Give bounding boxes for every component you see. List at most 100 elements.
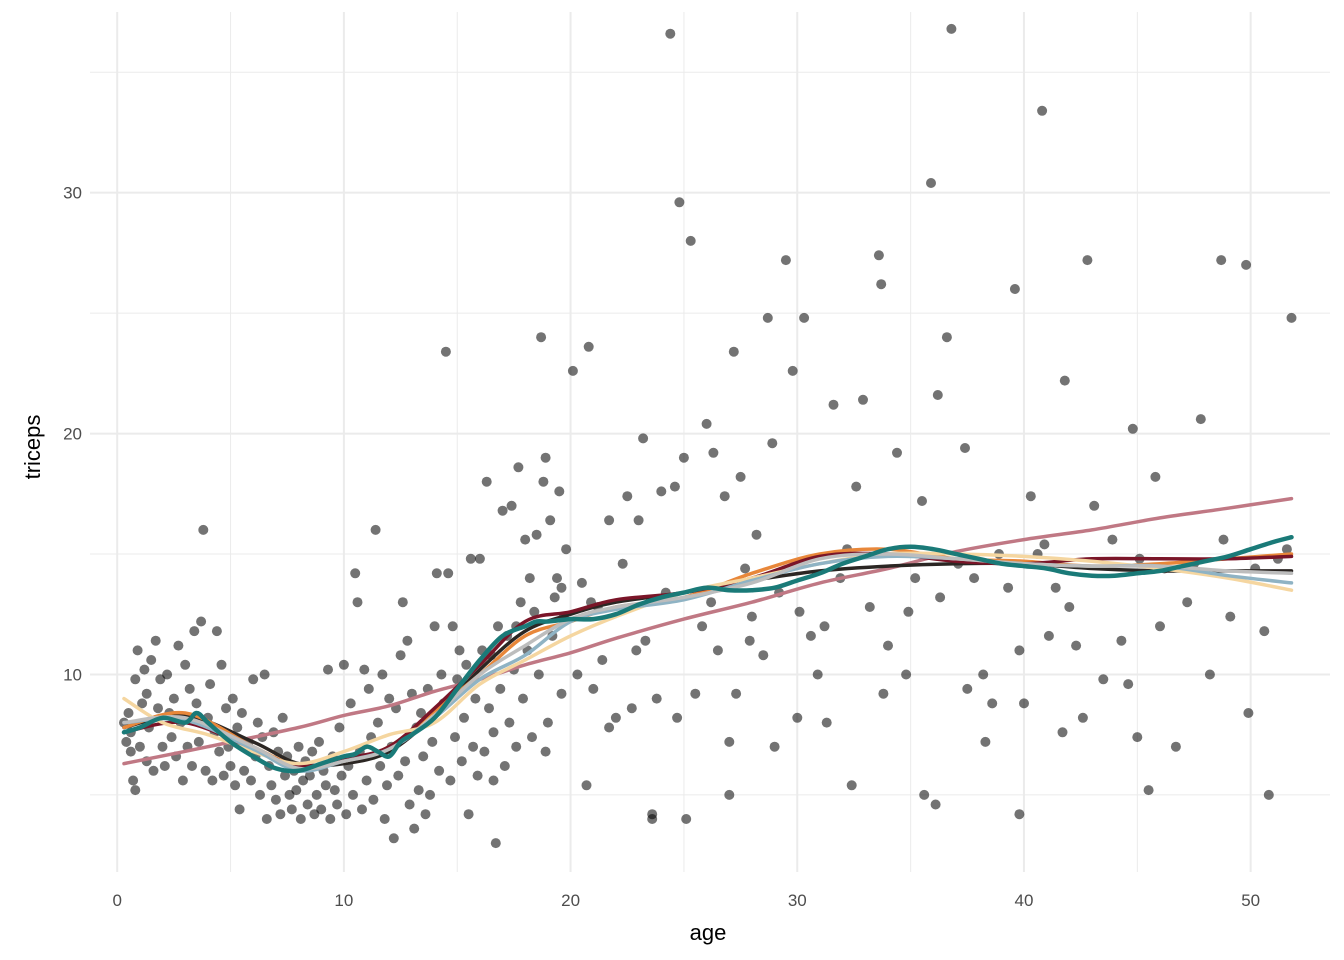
scatter-point xyxy=(746,611,757,622)
x-tick-label: 30 xyxy=(788,891,807,910)
scatter-point xyxy=(307,746,318,757)
scatter-point xyxy=(128,775,139,786)
scatter-point xyxy=(883,640,893,651)
scatter-point xyxy=(678,452,689,463)
scatter-point xyxy=(513,462,524,473)
scatter-point xyxy=(787,365,798,376)
scatter-point xyxy=(436,669,447,680)
scatter-point xyxy=(556,582,567,593)
scatter-point xyxy=(1050,582,1061,593)
scatter-point xyxy=(1216,255,1227,266)
scatter-point xyxy=(187,761,197,771)
scatter-point xyxy=(225,761,236,771)
scatter-point xyxy=(744,635,755,646)
scatter-point xyxy=(1259,626,1270,637)
scatter-point xyxy=(799,312,810,323)
scatter-point xyxy=(332,799,343,810)
scatter-point xyxy=(173,640,184,651)
scatter-point xyxy=(198,524,209,535)
smooth-fit-line xyxy=(122,551,1294,766)
scatter-point xyxy=(456,756,467,767)
scatter-point xyxy=(1014,645,1025,656)
scatter-point xyxy=(604,515,615,526)
scatter-point xyxy=(472,770,483,781)
scatter-point xyxy=(239,765,250,776)
scatter-point xyxy=(443,568,454,579)
scatter-point xyxy=(1155,621,1165,632)
scatter-point xyxy=(728,346,739,357)
x-tick-label: 0 xyxy=(112,891,121,910)
scatter-point xyxy=(434,765,445,776)
scatter-point xyxy=(669,481,680,492)
scatter-point xyxy=(1089,500,1100,511)
scatter-point xyxy=(538,476,549,487)
scatter-point xyxy=(987,698,998,709)
scatter-point xyxy=(1286,312,1297,323)
scatter-point xyxy=(470,693,481,704)
scatter-point xyxy=(708,447,719,458)
scatter-point xyxy=(858,394,868,405)
scatter-point xyxy=(851,481,862,492)
scatter-point xyxy=(266,780,277,791)
scatter-point xyxy=(712,645,723,656)
scatter-point xyxy=(325,814,336,824)
scatter-point xyxy=(1039,539,1050,550)
scatter-point xyxy=(454,645,465,656)
scatter-point xyxy=(1143,785,1154,796)
scatter-point xyxy=(338,659,349,670)
scatter-point xyxy=(177,775,188,786)
fit-lines xyxy=(121,496,1294,774)
scatter-point xyxy=(561,544,572,555)
scatter-point xyxy=(416,708,426,718)
y-tick-label: 20 xyxy=(63,425,82,444)
scatter-point xyxy=(767,438,778,449)
scatter-point xyxy=(917,496,927,506)
scatter-point xyxy=(1077,712,1088,723)
scatter-point xyxy=(375,761,386,771)
scatter-point xyxy=(672,712,683,723)
scatter-point xyxy=(626,703,637,714)
scatter-point xyxy=(236,708,247,718)
scatter-point xyxy=(121,736,132,747)
scatter-point xyxy=(735,471,746,482)
scatter-point xyxy=(493,621,503,632)
x-tick-label: 50 xyxy=(1241,891,1260,910)
scatter-point xyxy=(207,775,218,786)
scatter-point xyxy=(520,534,531,545)
scatter-point xyxy=(640,635,651,646)
scatter-point xyxy=(377,669,388,680)
scatter-point xyxy=(384,693,395,704)
scatter-point xyxy=(926,178,936,188)
scatter-point xyxy=(545,515,556,526)
scatter-point xyxy=(429,621,440,632)
scatter-point xyxy=(665,28,676,39)
scatter-point xyxy=(445,775,456,786)
scatter-point xyxy=(232,722,243,733)
scatter-point xyxy=(393,770,404,781)
scatter-point xyxy=(903,606,914,617)
scatter-point xyxy=(323,664,333,675)
scatter-point xyxy=(549,592,560,603)
scatter-point xyxy=(402,635,413,646)
scatter-point xyxy=(125,746,136,757)
scatter-point xyxy=(1195,414,1206,425)
x-tick-label: 40 xyxy=(1015,891,1034,910)
scatter-point xyxy=(1116,635,1127,646)
scatter-point xyxy=(463,809,474,820)
scatter-point xyxy=(363,683,374,694)
scatter-points xyxy=(119,23,1297,849)
scatter-point xyxy=(960,443,970,453)
scatter-point xyxy=(901,669,912,680)
scatter-point xyxy=(685,235,696,246)
scatter-point xyxy=(762,312,773,323)
scatter-point xyxy=(1132,732,1143,743)
scatter-point xyxy=(211,626,222,637)
scatter-point xyxy=(320,780,331,791)
scatter-point xyxy=(542,717,553,728)
scatter-point xyxy=(286,804,297,815)
scatter-point xyxy=(1241,259,1252,270)
scatter-point xyxy=(316,804,327,815)
scatter-point xyxy=(379,814,390,824)
scatter-point xyxy=(919,789,930,800)
